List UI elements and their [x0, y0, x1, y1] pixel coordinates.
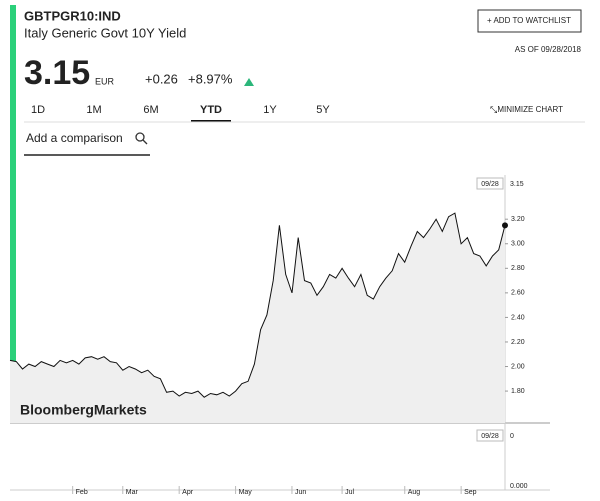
date-box	[476, 429, 504, 442]
tabs: 1D 1M 6M YTD 1Y 5Y	[31, 104, 330, 122]
watermark: BloombergMarkets	[20, 402, 147, 418]
y-tick-label: 2.60	[511, 290, 525, 297]
minimize-chart[interactable]: MINIMIZE CHART	[497, 105, 563, 114]
change-percent: +8.97%	[188, 71, 233, 86]
y-tick-label: 2.20	[511, 339, 525, 346]
x-tick-label: Mar	[126, 489, 139, 496]
y-tick-label: 3.20	[511, 216, 525, 223]
y-tick-label: 2.80	[511, 265, 525, 272]
price: 3.15	[24, 54, 90, 92]
y-tick-label: 2.40	[511, 314, 525, 321]
area	[10, 213, 505, 423]
x-tick-label: Aug	[408, 489, 421, 496]
watchlist-button[interactable]	[477, 9, 582, 33]
security-name: Italy Generic Govt 10Y Yield	[24, 25, 186, 40]
x-tick-label: Jul	[345, 489, 354, 496]
tab[interactable]: 1D	[31, 104, 45, 116]
tab[interactable]: 6M	[143, 104, 158, 116]
y-tick-label: 1.80	[511, 388, 525, 395]
up-arrow	[244, 78, 254, 86]
x-tick-label: Apr	[182, 489, 194, 496]
x-tick-label: Feb	[76, 489, 88, 496]
last-date: 09/28	[481, 181, 499, 188]
line	[9, 212, 506, 398]
change: +0.26	[145, 71, 178, 86]
x-tick-label: Jun	[295, 489, 306, 496]
tab[interactable]: YTD	[200, 104, 222, 116]
search-icon-handle	[142, 139, 148, 145]
as-of: AS OF 09/28/2018	[515, 45, 582, 54]
lower-bottom-label: 0.000	[510, 483, 528, 490]
tab[interactable]: 1M	[86, 104, 101, 116]
date-box	[476, 177, 504, 190]
watchlist-label[interactable]: + ADD TO WATCHLIST	[487, 16, 571, 25]
search-icon[interactable]	[135, 132, 145, 142]
tab[interactable]: 1Y	[263, 104, 277, 116]
lower-date: 09/28	[481, 433, 499, 440]
accent-bar	[10, 5, 16, 420]
x-tick-label: May	[239, 489, 253, 496]
comparison-input[interactable]: Add a comparison	[26, 131, 123, 145]
plot: 1.80 2.00 2.20 2.40 2.60 2.80 3.00 3.20 09/28 3.1…	[9, 175, 550, 496]
tab[interactable]: 5Y	[316, 104, 330, 116]
last-point	[502, 222, 508, 229]
last-value: 3.15	[510, 181, 524, 188]
y-tick-label: 3.00	[511, 241, 525, 248]
minimize-icon[interactable]: ⤡	[490, 104, 497, 114]
y-tick-label: 2.00	[511, 363, 525, 370]
ticker: GBTPGR10:IND	[24, 8, 121, 23]
lower-top-label: 0	[510, 433, 514, 440]
currency: EUR	[95, 76, 115, 86]
x-tick-label: Sep	[464, 489, 477, 496]
